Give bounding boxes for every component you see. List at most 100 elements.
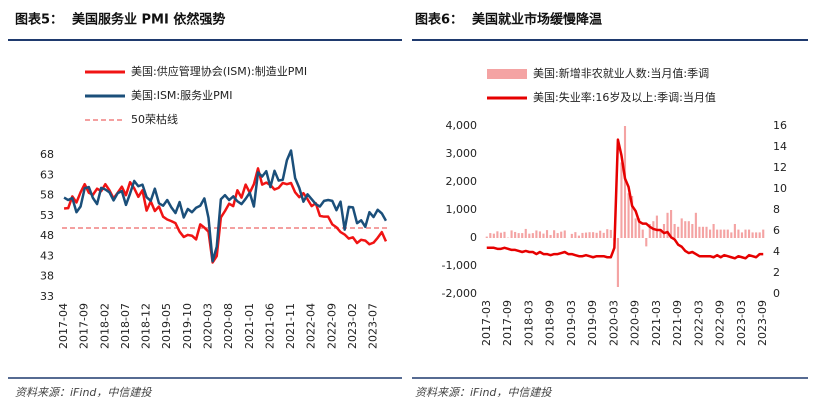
bar [549,234,552,238]
bar [709,229,712,238]
x-tick-label: 2019-03 [565,300,578,346]
bar [577,235,580,238]
y2-tick-label: 14 [773,140,787,153]
x-tick-label: 2023-02 [346,303,359,349]
x-tick-label: 2021-01 [243,303,256,349]
bar [691,224,694,238]
bar [599,230,602,238]
bar [645,238,648,247]
bar [592,232,595,238]
bar [489,233,492,238]
bar [730,232,733,238]
bar [684,221,687,238]
x-tick-label: 2022-03 [692,300,705,346]
bar [499,232,503,238]
bar [747,229,751,238]
x-tick-label: 2021-03 [650,300,663,346]
y2-tick-label: 0 [773,287,780,300]
bar [670,210,673,238]
bar [581,232,584,238]
x-tick-label: 2021-06 [263,303,276,349]
figure-label: 图表6： [415,12,463,28]
y-tick-label: 58 [40,189,54,202]
bar [510,230,513,238]
bar [570,233,573,238]
bar [503,231,506,238]
bar [719,229,722,238]
bar [648,224,651,238]
bar [716,229,719,238]
bar [744,229,747,238]
x-tick-label: 2020-08 [222,303,235,349]
x-tick-label: 2018-07 [119,303,132,349]
bar [673,224,676,238]
bar [542,233,545,238]
x-tick-label: 2022-09 [714,300,727,346]
bar [538,231,541,238]
legend-label: 50荣枯线 [131,112,178,126]
bar [560,231,563,238]
legend-label: 美国:ISM:服务业PMI [131,89,233,102]
bar [694,212,697,238]
y-tick-label: 68 [40,148,54,161]
bar [485,236,488,238]
bar [553,230,556,238]
bar [496,231,499,238]
x-tick-label: 2022-04 [305,303,318,349]
bar [545,230,549,238]
y-tick-label: 48 [40,229,54,242]
y2-tick-label: 2 [773,266,780,279]
source-note: 资料来源：iFind，中信建投 [415,386,552,399]
bar [521,233,524,238]
bar [638,218,641,238]
y-tick-label: 0 [470,231,477,244]
bar [726,229,729,238]
y2-tick-label: 6 [773,224,780,237]
bar [751,232,754,238]
bar [556,233,559,238]
bar [563,230,566,238]
x-tick-label: 2017-03 [480,300,493,346]
x-tick-label: 2019-09 [586,300,599,346]
bar [659,229,662,238]
bar [662,224,666,238]
bar [762,229,765,238]
bar [733,224,736,238]
bar [606,229,609,238]
bar [627,193,630,238]
x-tick-label: 2023-09 [756,300,769,346]
x-tick-label: 2023-03 [735,300,748,346]
bar [634,218,637,238]
bar [687,221,690,238]
x-tick-label: 2020-09 [629,300,642,346]
bar [602,232,605,238]
y-tick-label: 4,000 [446,119,478,132]
bar [588,232,591,238]
y-tick-label: 63 [40,168,54,181]
bar [584,232,588,238]
x-tick-label: 2020-03 [201,303,214,349]
bar [677,226,680,238]
x-tick-label: 2021-11 [284,303,297,349]
series-line [63,149,388,263]
bar [514,231,517,238]
y-tick-label: 43 [40,249,54,262]
y-tick-label: 2,000 [446,175,478,188]
y2-tick-label: 12 [773,161,787,174]
bar [698,226,701,238]
bar [620,162,623,238]
x-tick-label: 2019-05 [160,303,173,349]
bar [517,233,520,238]
bar [595,232,598,238]
y2-tick-label: 8 [773,203,780,216]
figure-label: 图表5： [15,12,63,28]
y-tick-label: 53 [40,209,54,222]
bar [609,229,612,238]
bar [723,229,726,238]
bar [755,232,758,238]
chart-title: 美国就业市场缓慢降温 [472,12,602,28]
bar [528,233,531,238]
x-tick-label: 2017-04 [57,303,70,349]
y-tick-label: 3,000 [446,147,478,160]
bar [524,228,527,238]
